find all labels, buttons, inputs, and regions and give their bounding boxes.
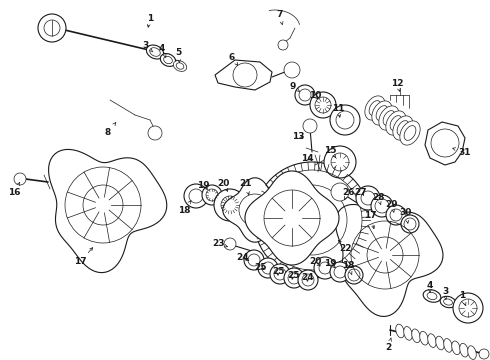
Circle shape (310, 92, 336, 118)
Circle shape (324, 146, 356, 178)
Text: 18: 18 (178, 201, 191, 215)
Text: 14: 14 (301, 153, 313, 162)
Circle shape (270, 264, 290, 284)
Text: 15: 15 (324, 145, 336, 157)
Ellipse shape (440, 296, 456, 308)
Ellipse shape (452, 341, 460, 355)
Circle shape (356, 186, 380, 210)
Text: 20: 20 (309, 257, 321, 266)
Text: 19: 19 (324, 258, 336, 267)
Ellipse shape (412, 329, 420, 343)
Circle shape (278, 40, 288, 50)
Text: 3: 3 (442, 288, 448, 300)
Text: 5: 5 (175, 48, 181, 63)
Ellipse shape (365, 96, 385, 120)
Text: 24: 24 (302, 274, 314, 283)
Ellipse shape (386, 111, 406, 135)
Ellipse shape (147, 45, 164, 59)
Text: 28: 28 (372, 193, 384, 204)
Text: 31: 31 (453, 148, 471, 157)
Text: 27: 27 (355, 188, 368, 197)
Circle shape (184, 184, 208, 208)
Ellipse shape (423, 290, 441, 302)
Ellipse shape (400, 121, 420, 145)
Text: 11: 11 (332, 104, 344, 117)
Ellipse shape (404, 327, 412, 340)
Circle shape (345, 266, 363, 284)
Text: 2: 2 (385, 338, 392, 352)
Text: 10: 10 (309, 90, 321, 99)
Ellipse shape (460, 343, 468, 357)
Text: 1: 1 (147, 14, 153, 27)
Text: 23: 23 (212, 239, 227, 248)
Ellipse shape (396, 324, 404, 338)
Text: 24: 24 (237, 253, 249, 262)
Ellipse shape (468, 346, 476, 359)
Circle shape (330, 105, 360, 135)
Polygon shape (245, 171, 339, 265)
Circle shape (254, 162, 370, 278)
Text: 30: 30 (400, 207, 412, 223)
Circle shape (303, 119, 317, 133)
Text: 25: 25 (287, 270, 299, 279)
Text: 29: 29 (386, 199, 398, 212)
Ellipse shape (393, 116, 413, 140)
Circle shape (401, 215, 419, 233)
Text: 16: 16 (8, 182, 20, 197)
Text: 25: 25 (272, 266, 284, 275)
Text: 21: 21 (239, 179, 251, 195)
Circle shape (38, 14, 66, 42)
Text: 17: 17 (364, 211, 376, 229)
Polygon shape (336, 204, 443, 316)
Circle shape (479, 349, 489, 359)
Text: 19: 19 (196, 180, 209, 189)
Text: 22: 22 (339, 240, 351, 252)
Ellipse shape (420, 331, 428, 345)
Circle shape (244, 250, 264, 270)
Ellipse shape (444, 338, 452, 352)
Polygon shape (425, 122, 465, 165)
Circle shape (258, 258, 278, 278)
Circle shape (284, 268, 304, 288)
Circle shape (331, 183, 349, 201)
Ellipse shape (160, 54, 176, 66)
Text: 1: 1 (459, 292, 466, 306)
Text: 12: 12 (391, 78, 403, 91)
Text: 7: 7 (277, 9, 283, 24)
Polygon shape (49, 149, 167, 273)
Circle shape (386, 205, 406, 225)
Polygon shape (223, 178, 287, 242)
Text: 17: 17 (74, 248, 93, 266)
Text: 13: 13 (292, 131, 304, 140)
Text: 3: 3 (142, 41, 153, 52)
Text: 4: 4 (427, 280, 433, 292)
Circle shape (314, 257, 336, 279)
Text: 18: 18 (342, 261, 354, 275)
Text: 20: 20 (217, 179, 229, 191)
Circle shape (284, 62, 300, 78)
Circle shape (214, 189, 246, 221)
Ellipse shape (173, 60, 187, 71)
Circle shape (224, 238, 236, 250)
Circle shape (202, 185, 222, 205)
Circle shape (295, 85, 315, 105)
Text: 25: 25 (254, 262, 266, 271)
Text: 9: 9 (290, 81, 299, 91)
Circle shape (298, 270, 318, 290)
Ellipse shape (372, 101, 392, 125)
Circle shape (453, 293, 483, 323)
Circle shape (330, 262, 350, 282)
Ellipse shape (436, 336, 444, 350)
Text: 6: 6 (229, 53, 238, 66)
Text: 4: 4 (159, 44, 166, 58)
Polygon shape (215, 60, 272, 90)
Circle shape (148, 126, 162, 140)
Ellipse shape (379, 106, 399, 130)
Ellipse shape (428, 334, 436, 347)
Text: 8: 8 (105, 123, 116, 136)
Circle shape (371, 195, 393, 217)
Text: 26: 26 (342, 188, 354, 199)
Circle shape (14, 173, 26, 185)
